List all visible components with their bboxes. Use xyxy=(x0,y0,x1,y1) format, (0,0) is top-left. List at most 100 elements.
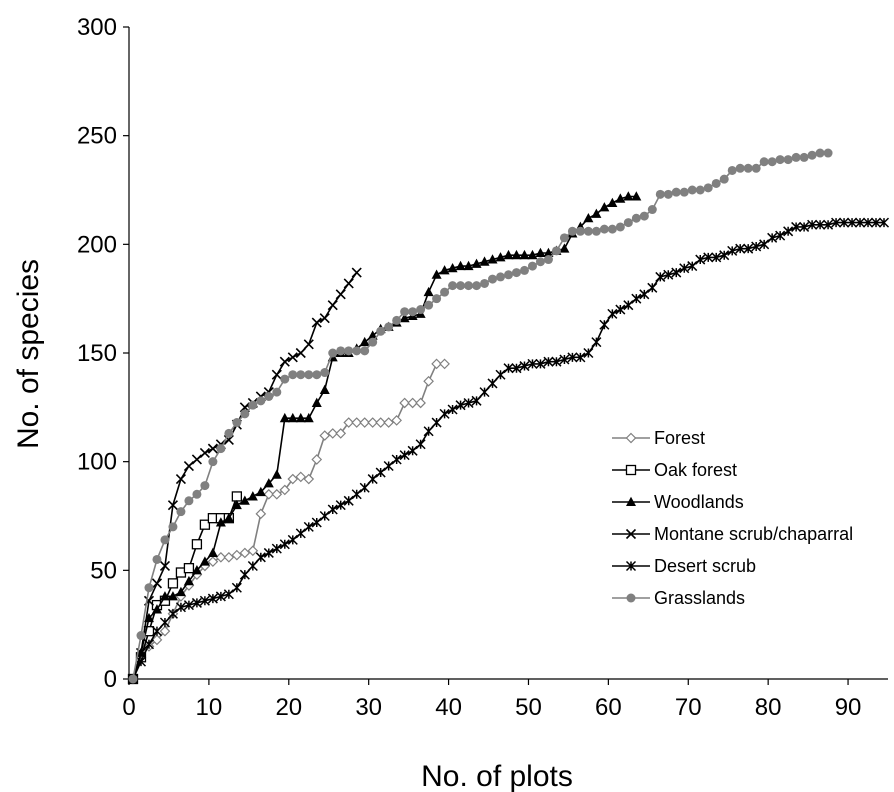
data-point xyxy=(615,222,625,232)
series-layer xyxy=(127,148,890,685)
data-point xyxy=(399,397,410,409)
data-point xyxy=(567,352,578,363)
data-point xyxy=(288,370,298,380)
x-tick-label: 10 xyxy=(196,694,223,721)
data-point xyxy=(623,191,634,201)
data-point xyxy=(199,595,210,606)
data-point xyxy=(591,208,602,218)
data-point xyxy=(295,347,306,359)
data-point xyxy=(247,545,259,557)
data-point xyxy=(359,336,370,347)
legend-item-oak-forest: Oak forest xyxy=(612,460,737,480)
data-point xyxy=(751,241,762,252)
data-point xyxy=(559,354,570,365)
y-tick-label: 0 xyxy=(104,666,117,693)
data-point xyxy=(223,551,235,563)
data-point xyxy=(631,293,642,304)
data-point xyxy=(191,454,202,465)
data-point xyxy=(159,617,170,628)
data-point xyxy=(743,243,754,254)
data-point xyxy=(663,189,673,199)
data-point xyxy=(631,213,641,223)
x-tick-label: 40 xyxy=(435,694,462,721)
legend-label: Desert scrub xyxy=(654,556,756,576)
series-line xyxy=(132,363,445,680)
data-point xyxy=(392,315,402,325)
data-point xyxy=(327,300,338,311)
data-point xyxy=(599,319,610,330)
data-point xyxy=(535,358,546,369)
data-point xyxy=(599,224,609,234)
data-point xyxy=(272,387,282,397)
data-point xyxy=(679,187,689,197)
data-point xyxy=(615,304,626,315)
data-point xyxy=(287,412,298,423)
data-point xyxy=(480,278,490,288)
legend-item-desert-scrub: Desert scrub xyxy=(612,556,756,576)
data-point xyxy=(815,219,826,230)
data-point xyxy=(647,205,657,215)
data-point xyxy=(599,202,610,212)
data-point xyxy=(359,417,371,428)
legend-label: Oak forest xyxy=(654,460,737,480)
data-point xyxy=(583,347,594,359)
data-point xyxy=(256,396,266,406)
data-point xyxy=(215,591,226,602)
data-point xyxy=(831,217,842,228)
data-point xyxy=(471,258,482,268)
data-point xyxy=(183,460,194,472)
x-tick-label: 70 xyxy=(675,694,702,721)
data-point xyxy=(159,560,171,572)
data-point xyxy=(199,447,210,459)
data-point xyxy=(255,552,266,563)
data-point xyxy=(711,252,722,263)
data-point xyxy=(383,460,394,472)
legend-marker xyxy=(625,464,637,476)
legend-item-grasslands: Grasslands xyxy=(612,588,745,608)
data-point xyxy=(359,482,370,493)
data-point xyxy=(311,517,322,528)
data-point xyxy=(407,397,418,409)
data-point xyxy=(695,254,706,265)
data-point xyxy=(735,243,746,254)
data-point xyxy=(287,352,298,363)
data-point xyxy=(183,563,195,574)
data-point xyxy=(448,281,458,291)
data-point xyxy=(215,551,227,563)
data-point xyxy=(488,274,498,284)
data-point xyxy=(167,578,179,589)
data-point xyxy=(279,412,290,423)
data-point xyxy=(783,155,793,165)
legend-marker xyxy=(626,496,636,506)
data-point xyxy=(223,434,234,445)
data-point xyxy=(239,547,251,559)
series-line xyxy=(132,272,358,680)
data-point xyxy=(280,374,290,384)
axes: 0 50 100 150 200 250 300 0 10 20 30 40 50 60 70 80 90 xyxy=(77,14,888,721)
data-point xyxy=(607,197,618,208)
data-point xyxy=(527,358,538,369)
data-point xyxy=(399,450,410,461)
data-point xyxy=(271,369,282,380)
data-point xyxy=(160,535,170,545)
data-point xyxy=(295,528,306,539)
data-point xyxy=(647,282,658,293)
data-point xyxy=(423,375,434,387)
data-point xyxy=(175,602,186,613)
data-point xyxy=(671,187,681,197)
data-point xyxy=(343,417,355,428)
data-point xyxy=(207,547,218,557)
data-point xyxy=(303,339,314,350)
data-point xyxy=(719,250,730,261)
data-point xyxy=(151,604,162,614)
data-point xyxy=(279,356,290,367)
data-point xyxy=(144,583,154,593)
data-point xyxy=(543,247,554,258)
y-tick-label: 150 xyxy=(77,340,117,367)
data-point xyxy=(287,534,298,545)
data-point xyxy=(815,148,825,158)
data-point xyxy=(551,356,562,367)
data-point xyxy=(655,189,665,199)
data-point xyxy=(263,488,275,500)
x-axis-title: No. of plots xyxy=(421,760,573,792)
